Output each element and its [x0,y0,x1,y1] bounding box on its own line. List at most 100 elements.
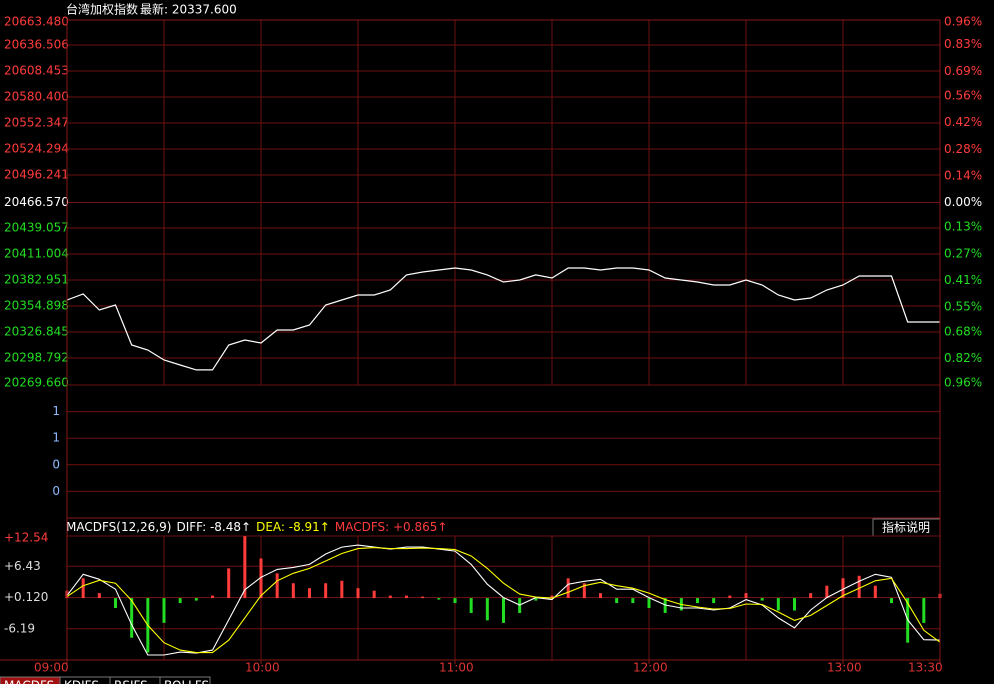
y-tick-label: 20354.898 [4,298,69,312]
tab[interactable] [59,676,111,684]
macd-bar [793,598,796,611]
macd-bar [178,598,182,604]
macd-bar [696,598,699,604]
y2-tick-label: 0.42% [944,115,982,129]
readout: DIFF: -8.48↑ [176,520,251,534]
y2-tick-label: 0.69% [944,64,982,78]
y-tick-label: 0 [52,457,60,471]
macd-bar [324,583,328,599]
x-tick-label: 10:00 [245,661,280,675]
tab[interactable] [0,676,61,684]
macd-bar [227,568,231,599]
x-tick-label: 13:30 [908,661,943,675]
y-tick-label: 1 [52,404,60,418]
macd-bar [873,585,877,599]
y-tick-label: 20608.453 [4,64,69,78]
tab-label[interactable]: RSIFS [114,679,148,684]
title: 台湾加权指数 [66,2,138,17]
macd-bar [308,588,311,599]
macd-bar [760,598,764,601]
y-tick-label: 20580.400 [4,90,69,104]
macd-bar [372,590,376,599]
readout: MACDFS: +0.865↑ [335,520,448,534]
tab[interactable] [109,676,161,684]
y2-tick-label: 0.41% [944,273,982,287]
y-tick-label: 1 [52,431,60,445]
x-tick-label: 11:00 [439,661,474,675]
y-tick-label: 20466.570 [4,195,69,209]
macd-bar [809,593,813,599]
y2-tick-label: 0.55% [944,300,982,314]
y-tick-label: 20552.347 [4,116,69,130]
macd-bar [712,598,716,604]
indicator-name: MACDFS(12,26,9) [66,520,171,534]
tab-label[interactable]: MACDFS [4,679,54,684]
macd-bar [776,598,780,611]
y-tick-label: 20298.792 [4,350,69,364]
macd-line [66,547,941,654]
y2-tick-label: 0.56% [944,89,982,103]
y2-tick-label: 0.28% [944,142,982,156]
y2-tick-label: 0.13% [944,220,982,234]
macd-bar [211,595,214,599]
y-tick-label: 20439.057 [4,220,69,234]
macd-bar [728,595,732,599]
macd-bar [550,595,554,599]
y2-tick-label: 0.96% [944,376,982,390]
macd-bar [162,598,166,623]
price-line [66,267,940,371]
macd-bar [485,598,489,621]
readout: DEA: -8.91↑ [256,520,330,534]
macd-bar [469,598,473,613]
macd-bar [356,588,360,599]
y2-tick-label: 0.68% [944,324,982,338]
tab[interactable] [159,676,211,684]
y-tick-label: 20663.480 [4,15,69,29]
latest-price: 最新: 20337.600 [140,2,237,17]
x-tick-label: 12:00 [633,661,668,675]
x-tick-label: 13:00 [827,661,862,675]
macd-bar [890,598,893,604]
tab-label[interactable]: KDJFS [64,679,99,684]
y-tick-label: +0.120 [4,590,48,604]
y2-tick-label: 0.96% [944,15,982,29]
macd-bar [631,598,635,604]
y-tick-label: 20326.845 [4,324,69,338]
macd-bar [421,596,425,599]
macd-bar [340,580,344,599]
y-tick-label: +12.54 [4,531,48,545]
macd-bar [582,583,586,599]
y2-tick-label: 0.00% [944,195,982,209]
macd-bar [405,595,408,599]
macd-bar [437,598,441,600]
macd-bar [114,598,117,609]
macd-bar [81,578,85,599]
macd-bar [453,598,457,604]
y2-tick-label: 0.83% [944,37,982,51]
help-button-label[interactable]: 指标说明 [882,520,930,535]
y-tick-label: 20269.660 [4,376,69,390]
macd-bar [647,598,651,609]
macd-bar [599,593,602,599]
y2-tick-label: 0.27% [944,246,982,260]
macd-bar [744,593,748,599]
y2-tick-label: 0.82% [944,351,982,365]
y-tick-label: 20382.951 [4,272,69,286]
macd-bar [259,558,263,599]
y-tick-label: 20411.004 [4,246,69,260]
y-tick-label: +6.43 [4,559,41,573]
macd-bar [243,536,247,599]
x-tick-label: 09:00 [34,661,69,675]
macd-bar [502,598,505,623]
y-tick-label: 20496.241 [4,168,69,182]
y-tick-label: 20636.506 [4,38,69,52]
macd-bar [275,573,279,599]
macd-bar [194,598,198,601]
y-tick-label: 20524.294 [4,142,69,156]
macd-bar [388,595,392,599]
macd-bar [922,598,926,623]
tab-label[interactable]: BOLLFS [164,679,209,684]
macd-bar [97,593,101,599]
macd-bar [825,585,829,599]
